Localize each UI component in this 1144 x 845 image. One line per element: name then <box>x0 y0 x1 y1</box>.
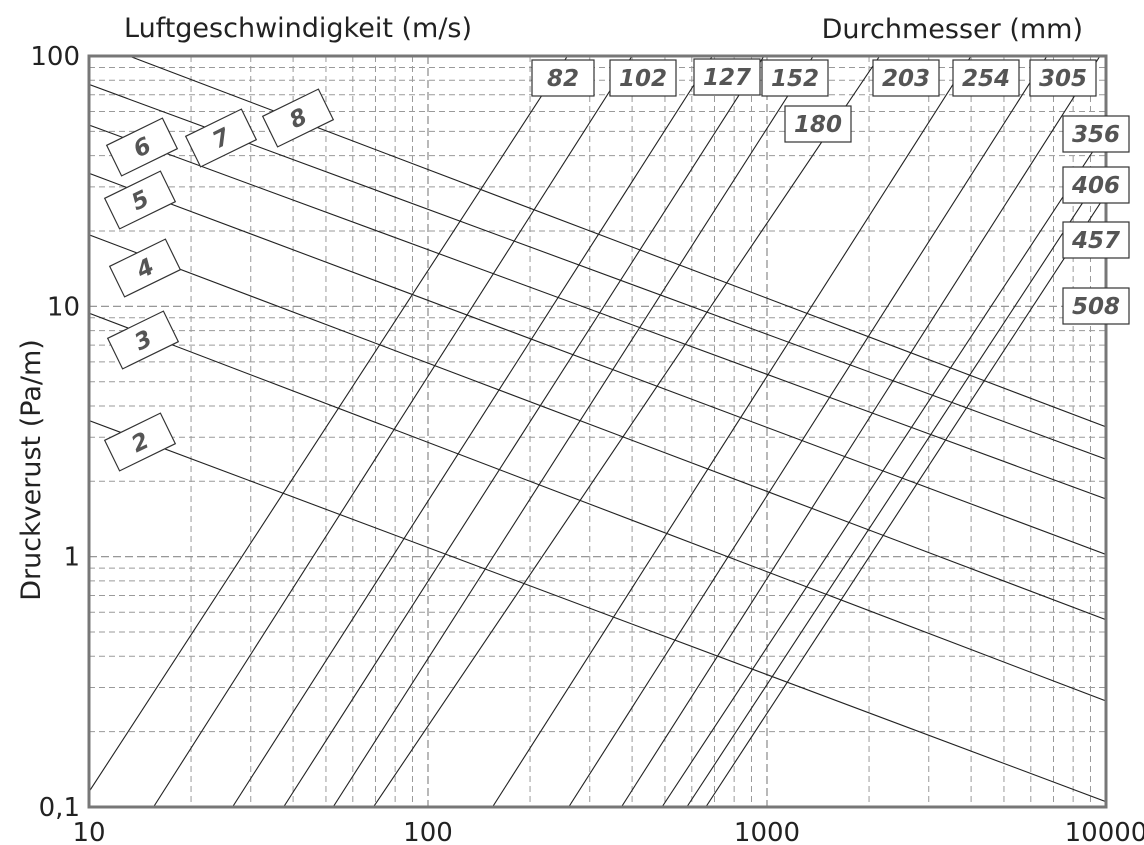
diameter-tag-box <box>1062 287 1130 325</box>
diameter-tag-label: 152 <box>771 66 819 92</box>
diameter-tag-305: 305 <box>1029 59 1097 97</box>
diameter-tag-box <box>761 59 829 97</box>
diameter-line-102 <box>153 56 633 807</box>
velocity-tag-box <box>103 412 177 472</box>
diameter-line-254 <box>492 56 972 807</box>
series-labels: 2 3 4 56 78 82 102 127 152 180 203 254 305 356 406 457 5… <box>103 58 1130 472</box>
diameter-tag-box <box>531 59 595 97</box>
y-tick-label: 1 <box>63 543 80 573</box>
diameter-line-180 <box>332 56 814 807</box>
velocity-line-4 <box>89 234 1106 621</box>
diameter-tag-label: 356 <box>1072 122 1120 148</box>
x-tick-label: 100 <box>403 818 453 845</box>
diameter-tag-box <box>1062 115 1130 153</box>
y-tick-label: 0,1 <box>39 793 80 823</box>
grid <box>89 56 1106 807</box>
diameter-tag-82: 82 <box>531 59 595 97</box>
velocity-line-2 <box>89 419 1106 803</box>
diameter-tag-152: 152 <box>761 59 829 97</box>
diameter-line-406 <box>661 131 1106 807</box>
diameter-tag-box <box>952 59 1020 97</box>
diameter-tag-180: 180 <box>784 105 852 143</box>
diameter-tag-label: 508 <box>1072 294 1120 320</box>
velocity-tag-8: 8 <box>261 88 335 148</box>
chart-title-left: Luftgeschwindigkeit (m/s) <box>124 13 472 44</box>
diameter-tag-356: 356 <box>1062 115 1130 153</box>
y-axis-label: Druckverust (Pa/m) <box>16 339 47 601</box>
y-tick-label: 100 <box>30 42 80 72</box>
chart-title-right: Durchmesser (mm) <box>822 14 1083 45</box>
axis-ticks: 10 100 1000 10000 0,1 1 10 100 <box>30 42 1144 845</box>
velocity-line-6 <box>89 124 1106 500</box>
diameter-tag-box <box>1062 166 1130 204</box>
diameter-tag-label: 203 <box>882 66 930 92</box>
diameter-tag-label: 102 <box>619 66 667 92</box>
diameter-tag-102: 102 <box>609 59 677 97</box>
series-lines <box>89 56 1106 807</box>
velocity-tag-box <box>184 108 258 168</box>
x-tick-label: 10 <box>72 818 105 845</box>
diameter-tag-406: 406 <box>1062 166 1130 204</box>
diameter-line-356 <box>620 56 1101 807</box>
diameter-tag-label: 127 <box>703 65 751 91</box>
plot-frame <box>87 54 1108 809</box>
diameter-tag-box <box>1062 221 1130 259</box>
diameter-line-82 <box>89 56 568 793</box>
x-tick-label: 1000 <box>734 818 800 845</box>
diameter-tag-label: 82 <box>547 66 579 92</box>
velocity-line-5 <box>89 172 1106 556</box>
diameter-tag-457: 457 <box>1062 221 1130 259</box>
diameter-tag-254: 254 <box>952 59 1020 97</box>
velocity-tag-3: 3 <box>106 310 180 370</box>
diameter-line-152 <box>283 56 765 807</box>
velocity-tag-6: 6 <box>105 117 179 177</box>
diameter-tag-203: 203 <box>872 59 940 97</box>
velocity-line-7 <box>89 83 1106 460</box>
diameter-tag-box <box>1029 59 1097 97</box>
velocity-tag-4: 4 <box>108 238 182 298</box>
x-tick-label: 10000 <box>1065 818 1144 845</box>
diameter-tag-box <box>609 59 677 97</box>
velocity-tag-box <box>103 170 177 230</box>
diameter-tag-label: 457 <box>1071 228 1120 254</box>
diameter-tag-127: 127 <box>693 58 761 96</box>
y-tick-label: 10 <box>47 292 80 322</box>
diameter-line-508 <box>705 194 1106 807</box>
velocity-tag-2: 2 <box>103 412 177 472</box>
diameter-line-203 <box>372 56 881 807</box>
velocity-tag-box <box>108 238 182 298</box>
diameter-tag-box <box>693 58 761 96</box>
velocity-line-8 <box>127 56 1106 428</box>
diameter-tag-label: 406 <box>1071 173 1120 199</box>
velocity-line-3 <box>89 312 1106 702</box>
diameter-tag-label: 180 <box>794 112 842 138</box>
velocity-tag-5: 5 <box>103 170 177 230</box>
diameter-tag-508: 508 <box>1062 287 1130 325</box>
diameter-tag-label: 254 <box>962 66 1010 92</box>
diameter-tag-label: 305 <box>1039 66 1087 92</box>
velocity-tag-box <box>261 88 335 148</box>
diameter-line-127 <box>232 56 713 807</box>
velocity-tag-box <box>105 117 179 177</box>
velocity-tag-7: 7 <box>184 108 258 168</box>
diameter-line-305 <box>568 56 1048 807</box>
velocity-tag-box <box>106 310 180 370</box>
diameter-line-457 <box>686 166 1106 807</box>
diameter-tag-box <box>784 105 852 143</box>
diameter-tag-box <box>872 59 940 97</box>
